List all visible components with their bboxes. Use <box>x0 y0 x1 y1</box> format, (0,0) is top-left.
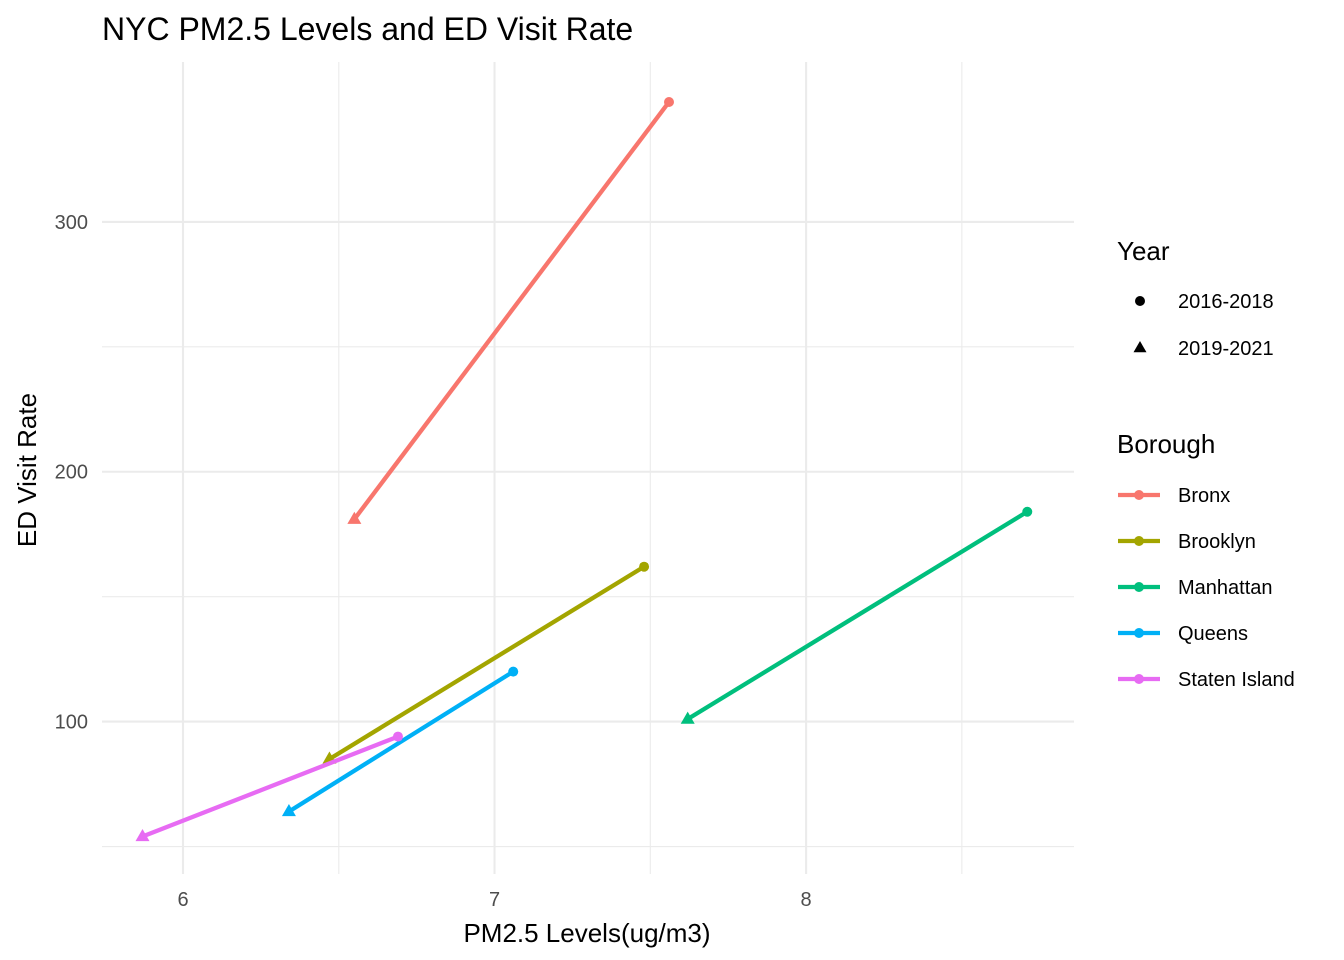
legend-key-point <box>1134 628 1144 638</box>
data-point-triangle <box>680 711 695 724</box>
legend-borough-label: Staten Island <box>1178 669 1295 691</box>
legend-borough-label: Bronx <box>1178 485 1230 507</box>
x-tick-label: 7 <box>489 889 500 911</box>
series-manhattan <box>680 506 1033 724</box>
series-queens <box>281 666 519 817</box>
x-axis-title: PM2.5 Levels(ug/m3) <box>463 918 710 948</box>
x-tick-label: 6 <box>177 889 188 911</box>
series-line <box>287 669 515 814</box>
legend-year-label: 2019-2021 <box>1178 338 1274 360</box>
legend-key-point <box>1134 674 1144 684</box>
series-layer <box>135 96 1033 842</box>
series-line <box>352 100 671 521</box>
y-axis-title: ED Visit Rate <box>12 393 42 547</box>
legend-year-label: 2016-2018 <box>1178 291 1274 313</box>
series-line <box>328 564 646 761</box>
data-point-triangle <box>281 804 296 817</box>
chart-title: NYC PM2.5 Levels and ED Visit Rate <box>102 11 633 47</box>
y-tick-label: 100 <box>55 712 88 734</box>
y-tick-label: 200 <box>55 462 88 484</box>
series-bronx <box>347 96 674 524</box>
legend-borough-label: Brooklyn <box>1178 531 1256 553</box>
axes: 6 7 8 100 200 300 <box>55 212 812 911</box>
series-brooklyn <box>322 561 650 764</box>
legend-key-point <box>1134 536 1144 546</box>
x-tick-label: 8 <box>801 889 812 911</box>
legend-borough: Borough Bronx Brooklyn Manhattan Queens Stat… <box>1117 429 1295 691</box>
legend-key-triangle <box>1133 341 1147 353</box>
data-point-triangle <box>347 511 362 524</box>
data-point-circle <box>639 561 650 572</box>
series-line <box>141 734 399 839</box>
grid <box>102 62 1074 874</box>
y-tick-label: 300 <box>55 212 88 234</box>
legend-borough-title: Borough <box>1117 429 1215 459</box>
series-staten-island <box>135 731 403 842</box>
data-point-circle <box>1022 506 1033 517</box>
legend-year: Year 2016-2018 2019-2021 <box>1117 236 1274 360</box>
legend-borough-label: Queens <box>1178 623 1248 645</box>
data-point-circle <box>392 731 403 742</box>
data-point-triangle <box>135 829 150 842</box>
legend-key-circle <box>1135 296 1145 306</box>
legend-year-title: Year <box>1117 236 1170 266</box>
legend-borough-label: Manhattan <box>1178 577 1273 599</box>
series-line <box>686 509 1029 721</box>
data-point-circle <box>508 666 519 677</box>
data-point-circle <box>664 96 674 107</box>
legend-key-point <box>1134 582 1144 592</box>
legend-key-point <box>1134 490 1144 500</box>
